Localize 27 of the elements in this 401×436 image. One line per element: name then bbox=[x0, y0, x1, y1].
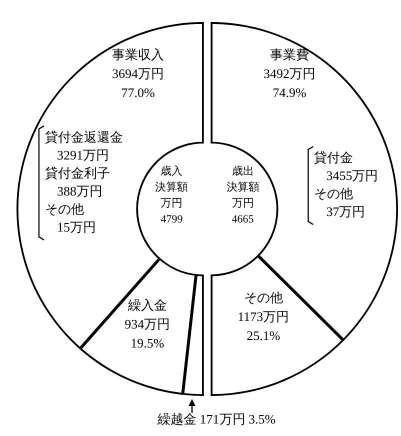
text: 万円 bbox=[160, 197, 183, 210]
text: 4799 bbox=[160, 213, 184, 226]
text: 388万円 bbox=[56, 183, 102, 198]
slice-label: その他 bbox=[244, 290, 283, 305]
text: その他 bbox=[314, 186, 354, 201]
text: 決算額 bbox=[155, 180, 188, 194]
text: 歳入 bbox=[160, 164, 183, 178]
data-label: 3694万円 77.0% bbox=[112, 66, 164, 100]
text: その他 bbox=[44, 201, 84, 216]
data-label: 3492万円 74.9% bbox=[264, 66, 316, 100]
text: 貸付金利子 bbox=[44, 165, 110, 180]
text: 決算額 bbox=[226, 180, 260, 194]
text: 貸付金返還金 bbox=[44, 129, 123, 144]
slice-label: 事業収入 bbox=[112, 46, 164, 62]
slice-label: 繰越金 171万円 3.5% bbox=[156, 411, 276, 426]
text: 3291万円 bbox=[56, 147, 109, 162]
text: 3455万円 bbox=[326, 168, 378, 183]
text: 貸付金 bbox=[314, 150, 354, 165]
text: 37万円 bbox=[326, 204, 366, 219]
data-label: 934万円 19.5% bbox=[124, 316, 170, 350]
text: 4665 bbox=[232, 213, 254, 226]
text: 歳出 bbox=[232, 164, 254, 178]
text: 15万円 bbox=[56, 219, 96, 234]
slice-label: 繰入金 bbox=[126, 297, 167, 312]
data-label: 1173万円 25.1% bbox=[238, 308, 290, 343]
slice-label: 事業費 bbox=[270, 46, 310, 62]
text: 万円 bbox=[232, 197, 254, 210]
